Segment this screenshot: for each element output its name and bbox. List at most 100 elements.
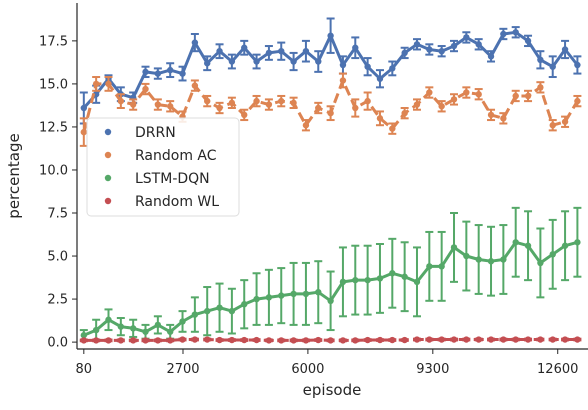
data-point xyxy=(487,336,495,343)
data-point xyxy=(413,278,421,286)
data-point xyxy=(500,30,507,38)
data-point xyxy=(463,252,470,260)
data-point xyxy=(327,337,334,344)
data-point xyxy=(574,97,581,105)
data-point xyxy=(389,125,396,132)
data-point xyxy=(463,34,470,41)
data-point xyxy=(426,89,433,96)
data-point xyxy=(204,307,211,315)
data-point xyxy=(216,304,223,311)
data-point xyxy=(352,44,359,51)
data-point xyxy=(166,103,174,110)
data-point xyxy=(487,53,495,60)
data-point xyxy=(426,263,433,270)
data-point xyxy=(315,288,322,296)
data-point xyxy=(80,128,88,136)
data-point xyxy=(549,251,556,258)
data-point xyxy=(105,80,112,88)
legend-marker xyxy=(104,151,112,159)
data-point xyxy=(302,47,310,55)
data-point xyxy=(166,66,174,74)
data-point xyxy=(191,336,199,343)
data-point xyxy=(327,32,334,39)
data-point xyxy=(364,336,371,344)
data-point xyxy=(426,336,433,343)
data-point xyxy=(364,97,371,105)
x-axis-label: episode xyxy=(303,381,362,399)
data-point xyxy=(302,122,310,129)
data-point xyxy=(80,337,88,344)
data-point xyxy=(315,336,322,344)
y-tick-label: 2.5 xyxy=(47,293,68,308)
series-layer xyxy=(79,17,582,344)
y-tick-label: 10.0 xyxy=(39,163,68,178)
legend-label: Random AC xyxy=(135,148,217,164)
data-point xyxy=(241,44,248,51)
data-point xyxy=(253,58,260,65)
x-tick-label: 12600 xyxy=(537,362,578,377)
data-point xyxy=(315,104,322,112)
y-tick-label: 15.0 xyxy=(39,77,68,92)
data-point xyxy=(339,61,347,69)
data-point xyxy=(376,275,384,282)
data-point xyxy=(339,77,347,84)
data-point xyxy=(92,326,100,334)
legend-label: DRRN xyxy=(135,125,176,141)
data-point xyxy=(216,104,223,112)
data-point xyxy=(450,42,458,50)
legend-marker xyxy=(104,128,112,136)
data-point xyxy=(265,337,273,344)
data-point xyxy=(438,263,445,270)
data-point xyxy=(450,96,458,103)
data-point xyxy=(166,328,174,335)
data-point xyxy=(80,104,88,112)
data-point xyxy=(426,46,433,53)
data-point xyxy=(179,336,186,343)
data-point xyxy=(352,337,359,344)
data-point xyxy=(142,337,149,344)
data-point xyxy=(549,122,556,129)
legend-marker xyxy=(104,174,112,182)
y-tick-label: 7.5 xyxy=(47,207,68,222)
data-point xyxy=(253,295,260,303)
data-point xyxy=(253,336,260,344)
data-point xyxy=(524,336,532,343)
data-point xyxy=(290,58,297,65)
data-point xyxy=(204,97,211,105)
data-point xyxy=(537,56,544,64)
data-point xyxy=(290,337,297,344)
data-point xyxy=(166,337,174,344)
data-point xyxy=(278,47,285,55)
data-point xyxy=(241,336,248,344)
y-axis-label: percentage xyxy=(5,133,23,218)
data-point xyxy=(265,294,273,301)
data-point xyxy=(376,336,384,344)
y-tick-label: 0.0 xyxy=(47,336,68,351)
data-point xyxy=(129,101,137,108)
data-point xyxy=(463,89,470,96)
data-point xyxy=(500,336,507,343)
data-point xyxy=(216,47,223,55)
data-point xyxy=(487,111,495,119)
data-point xyxy=(561,336,569,343)
data-point xyxy=(92,80,100,88)
series-0 xyxy=(79,17,582,125)
data-point xyxy=(364,63,371,70)
data-point xyxy=(376,75,384,82)
data-point xyxy=(512,92,519,100)
data-point xyxy=(475,336,482,343)
data-point xyxy=(92,337,100,344)
data-point xyxy=(117,337,125,344)
data-point xyxy=(475,91,482,98)
data-point xyxy=(537,84,544,91)
data-point xyxy=(512,336,519,343)
data-point xyxy=(241,301,248,308)
data-point xyxy=(315,58,322,65)
legend-marker xyxy=(104,197,112,205)
axes-layer: 80 2700 6000 9300 12600 0.0 2.5 5.0 7.5 10.0 12.5 1… xyxy=(39,3,588,377)
data-point xyxy=(487,258,495,265)
data-point xyxy=(524,242,532,249)
data-point xyxy=(154,101,162,108)
data-point xyxy=(352,276,359,284)
data-point xyxy=(475,256,482,263)
